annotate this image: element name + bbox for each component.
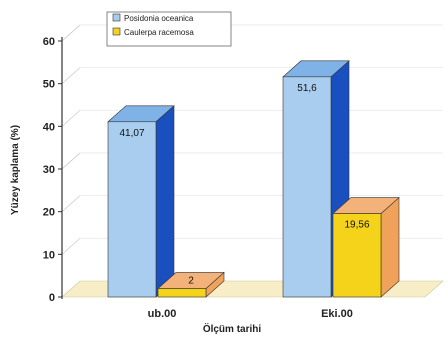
data-label: 2: [188, 275, 194, 286]
bars: 41,07 2 51,6 19,56: [107, 60, 400, 298]
y-tick-label: 20: [43, 207, 55, 219]
bar-front: [107, 121, 157, 298]
data-label: 19,56: [344, 220, 369, 231]
legend-box: [106, 11, 232, 47]
legend: Posidonia oceanica Caulerpa racemosa: [106, 11, 232, 47]
gridline-diag-1: [61, 238, 81, 255]
x-category-label: Eki.00: [321, 308, 353, 320]
y-axis-title: Yüzey kaplama (%): [10, 125, 21, 215]
legend-swatch: [112, 13, 121, 22]
y-axis-ticks: 0 10 20 30 40 50 60: [43, 36, 62, 304]
legend-entry: Caulerpa racemosa: [124, 28, 194, 37]
bar-caulerpa-1: 19,56: [332, 196, 400, 298]
bar-caulerpa-0: 2: [157, 271, 225, 298]
gridline-diag-4: [61, 110, 81, 127]
gridline-diag-3: [61, 152, 81, 170]
bar-front: [157, 288, 207, 298]
y-tick-label: 50: [43, 79, 55, 91]
gridline-diag-5: [61, 67, 81, 84]
data-label: 51,6: [297, 83, 317, 94]
gridline-diag-6: [61, 24, 81, 42]
y-tick-label: 0: [49, 292, 55, 304]
data-label: 41,07: [119, 128, 144, 139]
bar-posidonia-0: 41,07: [107, 105, 175, 298]
bar-front: [332, 213, 382, 298]
y-tick-label: 10: [43, 249, 55, 261]
bar-front: [282, 76, 332, 298]
x-category-label: ub.00: [148, 308, 177, 320]
x-axis-title: Ölçüm tarihi: [203, 322, 262, 335]
bar-side: [155, 105, 175, 298]
legend-swatch: [112, 27, 121, 36]
gridline-diag-2: [61, 195, 81, 212]
x-axis-categories: ub.00 Eki.00: [148, 308, 353, 320]
bar-posidonia-1: 51,6: [282, 60, 350, 298]
legend-entry: Posidonia oceanica: [124, 14, 194, 23]
y-tick-label: 40: [43, 121, 55, 133]
bar-side: [380, 196, 400, 298]
y-tick-label: 30: [43, 164, 55, 176]
y-tick-label: 60: [43, 36, 55, 48]
